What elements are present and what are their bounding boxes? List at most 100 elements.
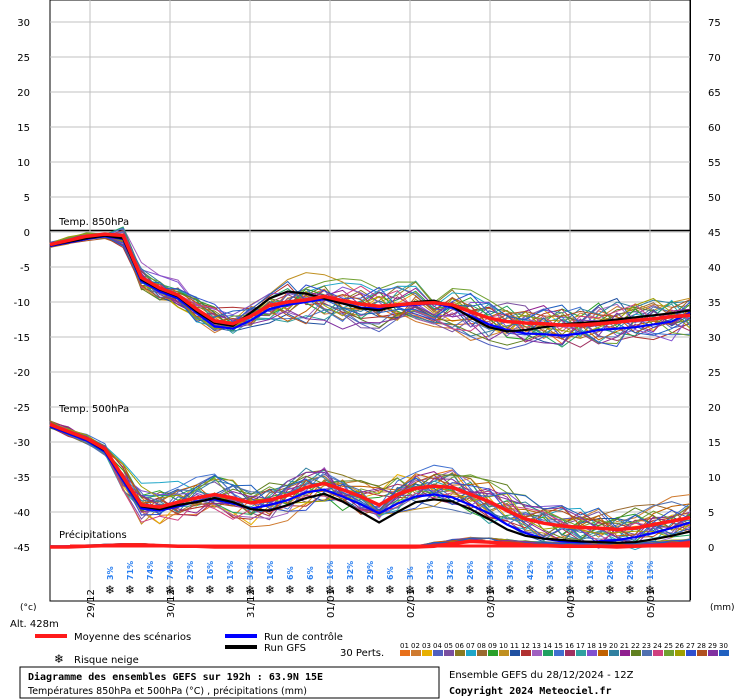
panel-label-t850: Temp. 850hPa bbox=[58, 217, 129, 228]
y-right-tick: 50 bbox=[708, 193, 721, 204]
pert-swatch bbox=[686, 650, 696, 656]
x-date-label: 30/12 bbox=[166, 589, 177, 618]
left-unit-label: (°c) bbox=[20, 603, 36, 613]
member-t500-line bbox=[49, 422, 691, 542]
snow-risk-pct: 23% bbox=[186, 561, 195, 580]
y-right-tick: 40 bbox=[708, 263, 721, 274]
pert-swatch bbox=[664, 650, 674, 656]
snowflake-icon: ❄ bbox=[425, 583, 435, 597]
pert-label: 11 bbox=[510, 642, 519, 650]
pert-swatch bbox=[422, 650, 432, 656]
pert-label: 07 bbox=[466, 642, 475, 650]
run-info: Ensemble GEFS du 28/12/2024 - 12Z bbox=[449, 670, 634, 681]
member-t500-line bbox=[49, 426, 691, 547]
snow-risk-pct: 39% bbox=[486, 561, 495, 580]
snowflake-icon: ❄ bbox=[365, 583, 375, 597]
pert-swatch bbox=[499, 650, 509, 656]
title-line-1: Diagramme des ensembles GEFS sur 192h : … bbox=[28, 671, 323, 683]
pert-swatch bbox=[620, 650, 630, 656]
right-unit-label: (mm) bbox=[710, 603, 735, 613]
snowflake-icon: ❄ bbox=[405, 583, 415, 597]
x-date-label: 03/01 bbox=[486, 589, 497, 618]
snowflake-icon: ❄ bbox=[325, 583, 335, 597]
pert-label: 23 bbox=[642, 642, 651, 650]
pert-label: 26 bbox=[675, 642, 684, 650]
y-left-tick: -20 bbox=[14, 368, 30, 379]
snowflake-icon: ❄ bbox=[605, 583, 615, 597]
pert-swatch bbox=[400, 650, 410, 656]
snow-risk-pct: 26% bbox=[606, 561, 615, 580]
snow-risk-pct: 35% bbox=[546, 561, 555, 580]
main-series bbox=[49, 232, 691, 549]
y-left-tick: 10 bbox=[17, 158, 30, 169]
snowflake-icon: ❄ bbox=[445, 583, 455, 597]
pert-label: 17 bbox=[576, 642, 585, 650]
pert-label: 27 bbox=[686, 642, 695, 650]
snowflake-icon: ❄ bbox=[54, 652, 64, 666]
snowflake-icon: ❄ bbox=[485, 583, 495, 597]
y-right-tick: 60 bbox=[708, 123, 721, 134]
x-date-label: 04/01 bbox=[566, 589, 577, 618]
snowflake-icon: ❄ bbox=[145, 583, 155, 597]
snow-risk-pct: 29% bbox=[366, 561, 375, 580]
snow-risk-pct: 19% bbox=[566, 561, 575, 580]
snow-risk-pct: 26% bbox=[466, 561, 475, 580]
series-t500-line bbox=[49, 422, 691, 532]
pert-label: 04 bbox=[433, 642, 442, 650]
snowflake-icon: ❄ bbox=[305, 583, 315, 597]
pert-label: 01 bbox=[400, 642, 409, 650]
snowflake-icon: ❄ bbox=[545, 583, 555, 597]
series-t500-line bbox=[49, 424, 691, 544]
pert-swatch bbox=[642, 650, 652, 656]
pert-label: 24 bbox=[653, 642, 662, 650]
pert-label: 21 bbox=[620, 642, 629, 650]
legend-control-label: Run de contrôle bbox=[264, 631, 343, 643]
pert-label: 14 bbox=[543, 642, 552, 650]
copyright: Copyright 2024 Meteociel.fr bbox=[449, 685, 612, 697]
y-right-tick: 10 bbox=[708, 473, 721, 484]
panel-label-t500: Temp. 500hPa bbox=[58, 404, 129, 415]
y-right-tick: 55 bbox=[708, 158, 721, 169]
snowflake-icon: ❄ bbox=[505, 583, 515, 597]
pert-swatch bbox=[554, 650, 564, 656]
snow-risk-pct: 23% bbox=[426, 561, 435, 580]
pert-swatch bbox=[653, 650, 663, 656]
snowflake-icon: ❄ bbox=[345, 583, 355, 597]
y-right-tick: 15 bbox=[708, 438, 721, 449]
pert-swatch bbox=[521, 650, 531, 656]
pert-label: 18 bbox=[587, 642, 596, 650]
snowflake-icon: ❄ bbox=[645, 583, 655, 597]
pert-swatch bbox=[708, 650, 718, 656]
snow-risk-pct: 6% bbox=[286, 566, 295, 580]
snow-risk-pct: 71% bbox=[126, 561, 135, 580]
legend-mean-label: Moyenne des scénarios bbox=[74, 631, 191, 643]
snow-risk-pct: 3% bbox=[106, 566, 115, 580]
pert-swatch bbox=[455, 650, 465, 656]
pert-label: 30 bbox=[719, 642, 728, 650]
snowflake-icon: ❄ bbox=[565, 583, 575, 597]
x-date-label: 01/01 bbox=[326, 589, 337, 618]
x-date-label: 31/12 bbox=[246, 589, 257, 618]
snow-risk-pct: 13% bbox=[226, 561, 235, 580]
pert-label: 28 bbox=[697, 642, 706, 650]
pert-label: 22 bbox=[631, 642, 640, 650]
pert-swatch bbox=[719, 650, 729, 656]
panel-label-precip: Précipitations bbox=[59, 529, 127, 541]
y-right-tick: 5 bbox=[708, 508, 714, 519]
pert-swatch bbox=[466, 650, 476, 656]
title-line-2: Températures 850hPa et 500hPa (°C) , pré… bbox=[27, 686, 307, 697]
snowflake-icon: ❄ bbox=[185, 583, 195, 597]
pert-label: 29 bbox=[708, 642, 717, 650]
x-date-label: 29/12 bbox=[86, 589, 97, 618]
altitude-label: Alt. 428m bbox=[10, 619, 59, 630]
pert-label: 08 bbox=[477, 642, 486, 650]
y-left-tick: -15 bbox=[14, 333, 30, 344]
y-left-tick: -5 bbox=[20, 263, 30, 274]
member-t500-line bbox=[49, 423, 691, 540]
y-left-tick: -40 bbox=[14, 508, 30, 519]
snow-risk-pct: 16% bbox=[326, 561, 335, 580]
snowflake-icon: ❄ bbox=[625, 583, 635, 597]
y-right-tick: 0 bbox=[708, 543, 714, 554]
snow-risk-row: 3% ❄ 71% ❄ 74% ❄ 74% ❄ 23% ❄ 16% ❄ 13% ❄ 32% ❄ 16% ❄ 6% ❄ 6%… bbox=[105, 561, 655, 597]
member-t500-line bbox=[49, 423, 691, 545]
